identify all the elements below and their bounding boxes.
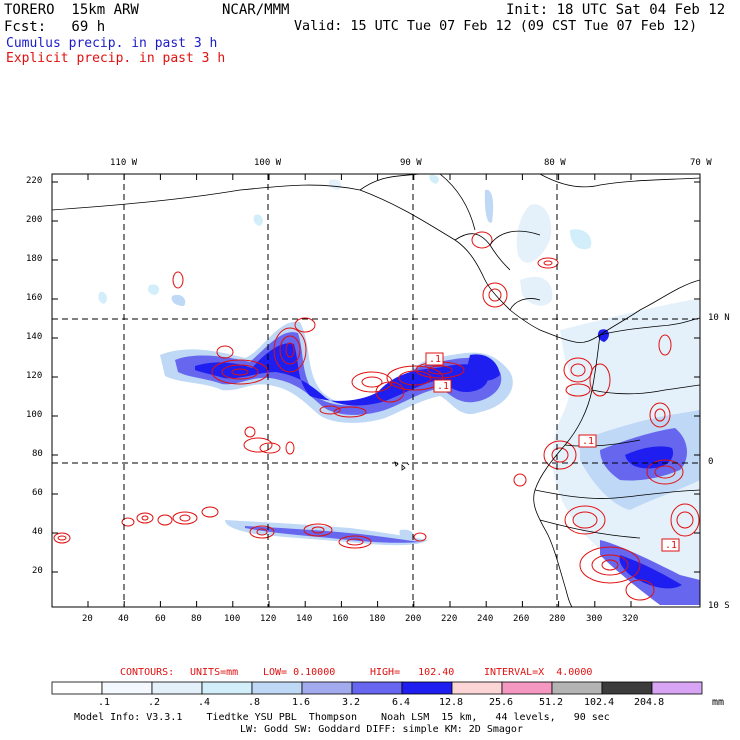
colorbar-label: 25.6	[489, 697, 514, 708]
colorbar-swatch	[451, 681, 503, 695]
y-grid-label: 140	[26, 332, 43, 342]
lon-label-100w: 100 W	[254, 158, 282, 168]
init-time: Init: 18 UTC Sat 04 Feb 12	[506, 2, 726, 18]
legend-explicit: Explicit precip. in past 3 h	[6, 51, 226, 66]
forecast-hour: Fcst: 69 h	[4, 19, 106, 35]
x-grid-label: 220	[441, 614, 458, 624]
explicit-precip-contours	[53, 231, 700, 601]
colorbar-label: 102.4	[584, 697, 615, 708]
colorbar-swatch	[401, 681, 453, 695]
contours-interval: INTERVAL=X 4.0000	[484, 667, 593, 678]
y-grid-label: 200	[26, 215, 43, 225]
model-info: Model Info: V3.3.1 Tiedtke YSU PBL Thomp…	[74, 712, 610, 723]
contours-units: UNITS=mm	[190, 667, 239, 678]
colorbar-label: 51.2	[539, 697, 564, 708]
colorbar-swatch	[351, 681, 403, 695]
legend-cumulus: Cumulus precip. in past 3 h	[6, 36, 218, 51]
lon-label-80w: 80 W	[544, 158, 566, 168]
lon-label-110w: 110 W	[110, 158, 138, 168]
colorbar-label: .1	[98, 697, 111, 708]
colorbar-label: 1.6	[292, 697, 311, 708]
colorbar-label: 12.8	[439, 697, 464, 708]
colorbar-label: .8	[248, 697, 261, 708]
y-grid-label: 180	[26, 254, 43, 264]
x-grid-label: 260	[513, 614, 530, 624]
axis-ticks	[52, 174, 700, 607]
extrema-label: .1	[582, 436, 595, 447]
y-grid-label: 20	[32, 566, 43, 576]
y-grid-label: 120	[26, 371, 43, 381]
x-grid-label: 80	[191, 614, 202, 624]
extrema-boxes	[425, 352, 680, 552]
lon-label-90w: 90 W	[400, 158, 422, 168]
colorbar	[51, 681, 703, 695]
colorbar-label: 204.8	[634, 697, 665, 708]
colorbar-label: .4	[198, 697, 211, 708]
x-grid-label: 200	[405, 614, 422, 624]
lat-label-0: 0	[708, 457, 714, 467]
y-grid-label: 220	[26, 176, 43, 186]
y-grid-label: 60	[32, 488, 43, 498]
colorbar-swatch	[601, 681, 653, 695]
latlon-grid	[52, 174, 700, 607]
colorbar-swatch	[101, 681, 153, 695]
y-grid-label: 40	[32, 527, 43, 537]
colorbar-label: 6.4	[392, 697, 411, 708]
x-grid-label: 240	[477, 614, 494, 624]
y-grid-label: 160	[26, 293, 43, 303]
colorbar-label: .2	[148, 697, 161, 708]
lat-label-10s: 10 S	[708, 601, 730, 611]
valid-time: Valid: 15 UTC Tue 07 Feb 12 (09 CST Tue …	[294, 19, 698, 34]
colorbar-swatch	[51, 681, 103, 695]
lon-label-70w: 70 W	[690, 158, 712, 168]
physics-info: LW: Godd SW: Goddard DIFF: simple KM: 2D…	[240, 724, 523, 735]
colorbar-label: 3.2	[342, 697, 361, 708]
colorbar-swatch	[251, 681, 303, 695]
colorbar-swatch	[551, 681, 603, 695]
contours-high: HIGH= 102.40	[370, 667, 455, 678]
x-grid-label: 20	[82, 614, 93, 624]
organization: NCAR/MMM	[222, 2, 290, 18]
map-frame	[51, 173, 701, 608]
x-grid-label: 40	[118, 614, 129, 624]
lat-label-10n: 10 N	[708, 313, 730, 323]
y-grid-label: 100	[26, 410, 43, 420]
x-grid-label: 320	[622, 614, 639, 624]
extrema-label: .1	[437, 381, 450, 392]
x-grid-label: 180	[369, 614, 386, 624]
x-grid-label: 120	[260, 614, 277, 624]
x-grid-label: 160	[332, 614, 349, 624]
colorbar-swatch	[151, 681, 203, 695]
y-grid-label: 80	[32, 449, 43, 459]
x-grid-label: 280	[549, 614, 566, 624]
colorbar-swatch	[651, 681, 703, 695]
extrema-label: .1	[665, 540, 678, 551]
extrema-label: .1	[429, 354, 442, 365]
model-title: TORERO 15km ARW	[4, 2, 139, 18]
contours-title: CONTOURS:	[120, 667, 175, 678]
contours-low: LOW= 0.10000	[263, 667, 336, 678]
colorbar-swatch	[201, 681, 253, 695]
x-grid-label: 100	[224, 614, 241, 624]
x-grid-label: 140	[296, 614, 313, 624]
colorbar-swatch	[501, 681, 553, 695]
colorbar-swatch	[301, 681, 353, 695]
cumulus-precip-shading	[98, 174, 700, 605]
colorbar-unit: mm	[712, 697, 725, 708]
x-grid-label: 300	[586, 614, 603, 624]
x-grid-label: 60	[155, 614, 166, 624]
